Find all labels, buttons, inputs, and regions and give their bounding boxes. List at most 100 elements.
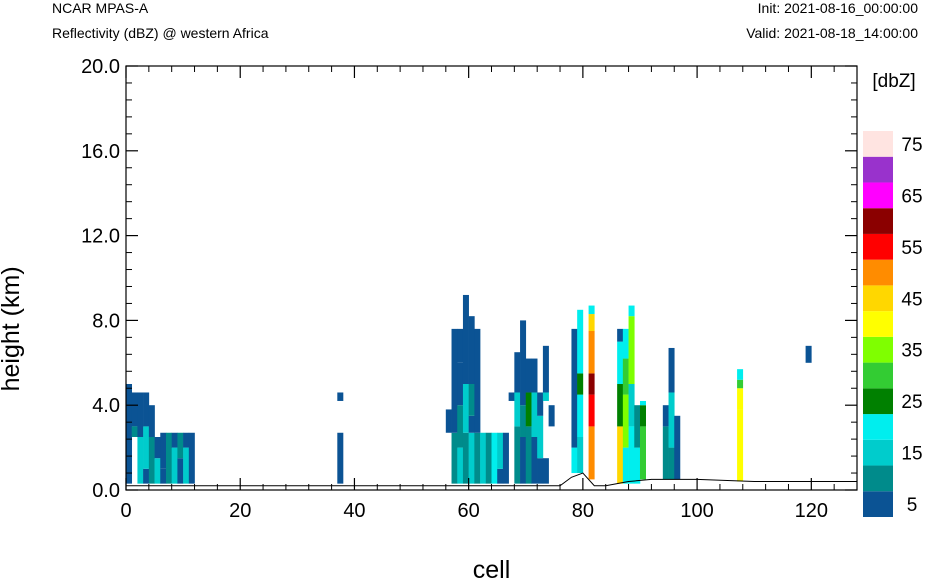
reflectivity-cell: [457, 405, 464, 448]
reflectivity-cell: [617, 328, 624, 342]
colorbar-label: 55: [901, 238, 922, 259]
reflectivity-cell: [577, 437, 584, 474]
colorbar-swatch: [863, 233, 893, 260]
reflectivity-cell: [137, 392, 144, 437]
reflectivity-cell: [160, 432, 167, 469]
reflectivity-cell: [542, 345, 549, 393]
reflectivity-cell: [525, 392, 532, 427]
reflectivity-cell: [805, 345, 812, 363]
reflectivity-cell: [588, 394, 595, 427]
reflectivity-cell: [634, 405, 641, 448]
colorbar-swatch: [863, 259, 893, 286]
reflectivity-cell: [514, 352, 521, 393]
colorbar-swatch: [863, 465, 893, 492]
reflectivity-cell: [588, 426, 595, 480]
reflectivity-cell: [520, 437, 527, 484]
reflectivity-cell: [165, 432, 172, 484]
y-tick-label: 20.0: [81, 56, 120, 78]
reflectivity-cell: [668, 447, 675, 480]
reflectivity-cell: [622, 447, 629, 484]
reflectivity-cell: [622, 328, 629, 359]
reflectivity-cell: [737, 388, 744, 410]
reflectivity-cell: [525, 358, 532, 393]
reflectivity-cell: [634, 447, 641, 484]
colorbar-swatch: [863, 336, 893, 363]
reflectivity-cell: [737, 369, 744, 380]
reflectivity-cell: [183, 432, 190, 448]
colorbar-swatch: [863, 491, 893, 517]
colorbar-label: 75: [901, 135, 922, 156]
reflectivity-cell: [520, 405, 527, 437]
reflectivity-cell: [462, 432, 469, 484]
reflectivity-cell: [628, 316, 635, 384]
reflectivity-cell: [154, 458, 161, 484]
terrain-line: [126, 472, 857, 487]
reflectivity-cell: [588, 331, 595, 374]
reflectivity-cell: [468, 316, 475, 384]
reflectivity-cell: [451, 432, 458, 484]
reflectivity-cells: [126, 294, 812, 484]
reflectivity-cell: [183, 447, 190, 484]
colorbar-swatch: [863, 362, 893, 389]
reflectivity-cell: [177, 432, 184, 459]
reflectivity-cell: [457, 328, 464, 363]
reflectivity-cell: [485, 432, 492, 484]
reflectivity-cell: [617, 426, 624, 484]
colorbar-swatch: [863, 285, 893, 312]
reflectivity-cell: [588, 373, 595, 395]
reflectivity-cell: [588, 305, 595, 315]
variable-title: Reflectivity (dBZ) @ western Africa: [52, 25, 269, 41]
reflectivity-cell: [508, 392, 515, 401]
reflectivity-cell: [622, 394, 629, 448]
reflectivity-cell: [143, 426, 150, 469]
y-axis-label: height (km): [0, 266, 25, 391]
reflectivity-cell: [474, 328, 481, 433]
reflectivity-cell: [451, 328, 458, 433]
reflectivity-cell: [577, 394, 584, 437]
reflectivity-cell: [474, 432, 481, 484]
reflectivity-cell: [571, 328, 578, 448]
reflectivity-cell: [668, 347, 675, 393]
model-title: NCAR MPAS-A: [52, 0, 149, 16]
reflectivity-cell: [525, 426, 532, 484]
reflectivity-cell: [137, 437, 144, 484]
reflectivity-cell: [639, 400, 646, 406]
reflectivity-cell: [154, 437, 161, 459]
colorbar-label: 35: [901, 341, 922, 362]
reflectivity-cell: [662, 405, 669, 427]
reflectivity-cell: [577, 309, 584, 374]
reflectivity-cell: [468, 415, 475, 433]
x-tick-label: 80: [572, 500, 594, 522]
x-tick-label: 100: [680, 500, 713, 522]
reflectivity-cell: [457, 362, 464, 406]
reflectivity-cell: [548, 405, 555, 427]
y-tick-label: 0.0: [92, 480, 120, 502]
reflectivity-cell: [514, 392, 521, 427]
reflectivity-cell: [491, 432, 498, 484]
reflectivity-cell: [457, 447, 464, 484]
reflectivity-cell: [577, 373, 584, 395]
reflectivity-cell: [737, 379, 744, 389]
colorbar-swatch: [863, 156, 893, 183]
x-tick-label: 40: [343, 500, 365, 522]
reflectivity-cell: [497, 468, 504, 484]
reflectivity-cell: [468, 432, 475, 484]
reflectivity-cell: [171, 447, 178, 484]
reflectivity-cell: [531, 392, 538, 437]
y-tick-label: 4.0: [92, 395, 120, 417]
y-tick-label: 8.0: [92, 310, 120, 332]
reflectivity-cell: [542, 458, 549, 484]
reflectivity-cell: [674, 415, 681, 480]
reflectivity-cell: [668, 392, 675, 448]
x-tick-label: 20: [229, 500, 251, 522]
colorbar: 5 15 25 35 45 55 65 75: [863, 131, 923, 517]
reflectivity-cell: [737, 409, 744, 482]
reflectivity-cell: [160, 468, 167, 484]
colorbar-swatch: [863, 311, 893, 337]
valid-time: Valid: 2021-08-18_14:00:00: [746, 25, 918, 41]
reflectivity-cell: [445, 409, 452, 433]
x-axis-label: cell: [473, 556, 511, 580]
reflectivity-cell: [628, 384, 635, 427]
colorbar-label: 25: [901, 392, 922, 413]
